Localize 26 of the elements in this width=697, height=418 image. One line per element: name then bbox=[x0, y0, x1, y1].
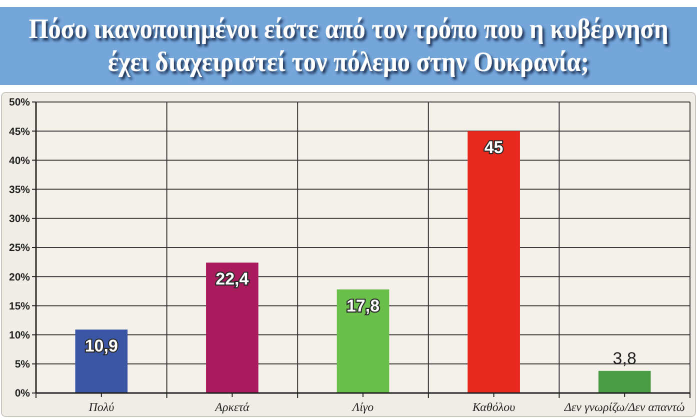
bar bbox=[468, 131, 520, 393]
y-tick-label: 50% bbox=[8, 96, 31, 109]
data-label: 10,9 bbox=[84, 336, 118, 356]
y-tick-label: 45% bbox=[8, 126, 31, 138]
chart-title: Πόσο ικανοποιημένοι είστε από τον τρόπο που η κυβέρνηση έχει διαχειριστεί τον πόλεμο στην Ουκρανία; bbox=[28, 12, 668, 78]
y-tick-label: 40% bbox=[8, 154, 31, 167]
y-tick-label: 25% bbox=[8, 242, 31, 254]
x-tick-label: Καθόλου bbox=[472, 400, 516, 414]
bar bbox=[598, 370, 651, 393]
y-tick-label: 20% bbox=[8, 271, 31, 284]
data-label: 17,8 bbox=[346, 296, 380, 316]
x-tick-label: Δεν γνωρίζω/Δεν απαντώ bbox=[563, 400, 685, 414]
y-tick-label: 35% bbox=[8, 184, 31, 196]
bar bbox=[336, 289, 390, 393]
y-tick-label: 10% bbox=[8, 329, 31, 342]
data-label: 3,8 bbox=[612, 348, 636, 368]
data-label: 45 bbox=[484, 138, 504, 158]
y-tick-label: 0% bbox=[14, 388, 31, 400]
bar bbox=[206, 262, 258, 393]
x-tick-label: Αρκετά bbox=[214, 400, 250, 414]
data-label: 22,4 bbox=[216, 270, 250, 289]
x-tick-label: Πολύ bbox=[88, 400, 115, 414]
y-tick-label: 5% bbox=[14, 358, 31, 371]
y-tick-label: 30% bbox=[8, 213, 31, 226]
y-tick-label: 15% bbox=[8, 300, 31, 312]
x-tick-label: Λίγο bbox=[351, 400, 374, 414]
